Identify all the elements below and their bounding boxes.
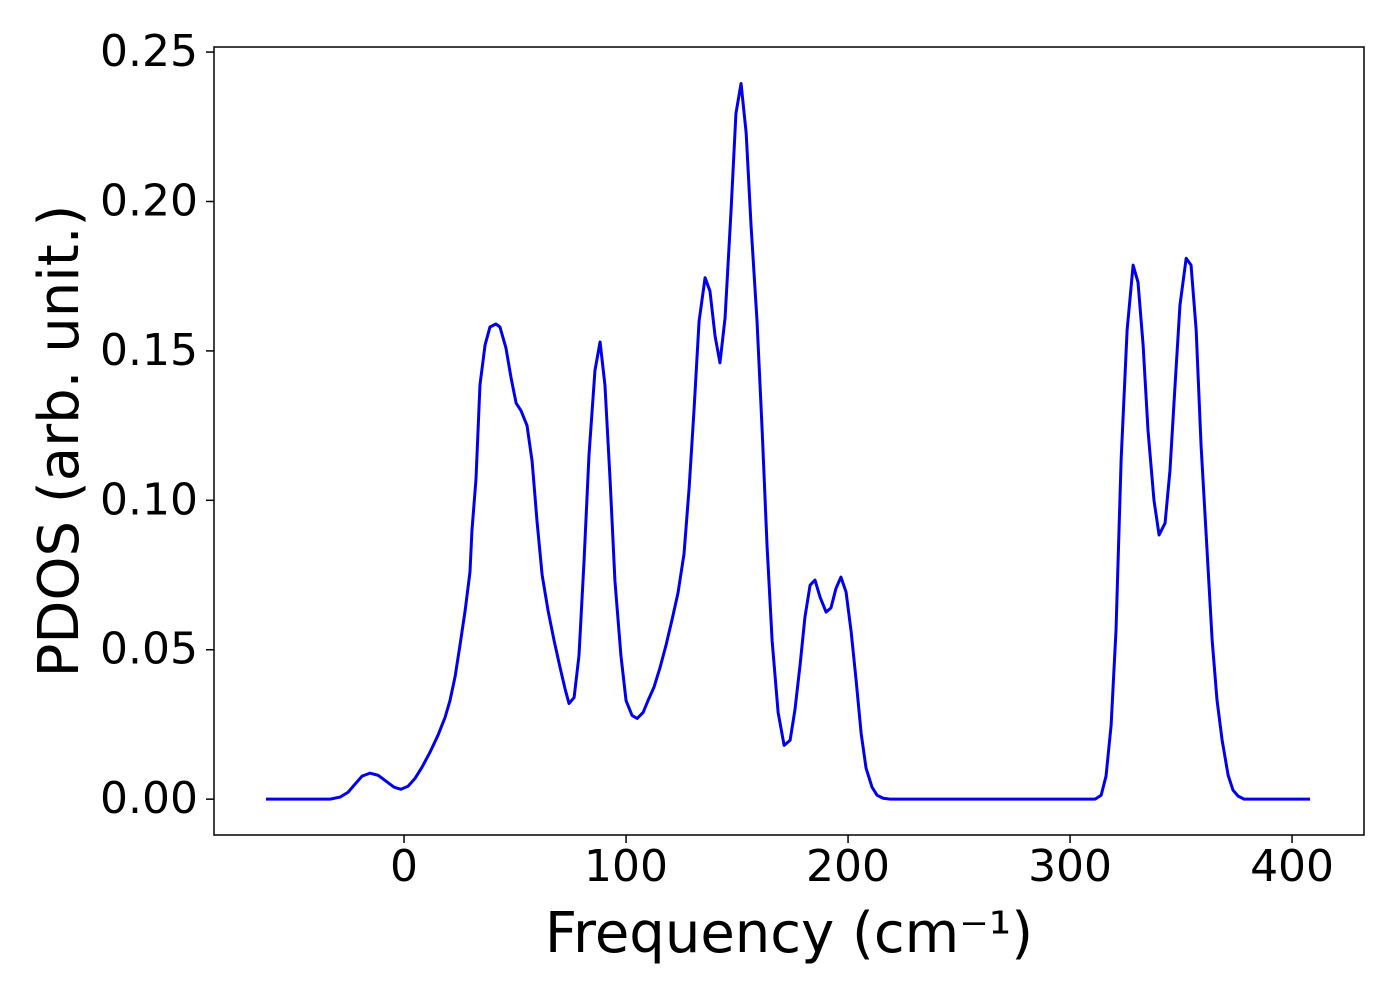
plot-frame — [213, 46, 1365, 836]
y-tick-label: 0.15 — [100, 325, 198, 376]
y-tick-label: 0.20 — [100, 175, 198, 226]
x-axis-label: Frequency (cm⁻¹) — [545, 901, 1033, 966]
x-tick-label: 200 — [806, 841, 890, 892]
y-tick-label: 0.10 — [100, 474, 198, 525]
x-tick-label: 100 — [584, 841, 668, 892]
line-series — [265, 81, 1311, 801]
y-tick-label: 0.05 — [100, 624, 198, 675]
x-tick-label: 400 — [1250, 841, 1334, 892]
y-tick-label: 0.00 — [100, 773, 198, 824]
y-axis-label: PDOS (arb. unit.) — [27, 205, 92, 678]
x-tick-label: 300 — [1028, 841, 1112, 892]
y-tick-label: 0.25 — [100, 26, 198, 77]
x-tick-label: 0 — [390, 841, 418, 892]
